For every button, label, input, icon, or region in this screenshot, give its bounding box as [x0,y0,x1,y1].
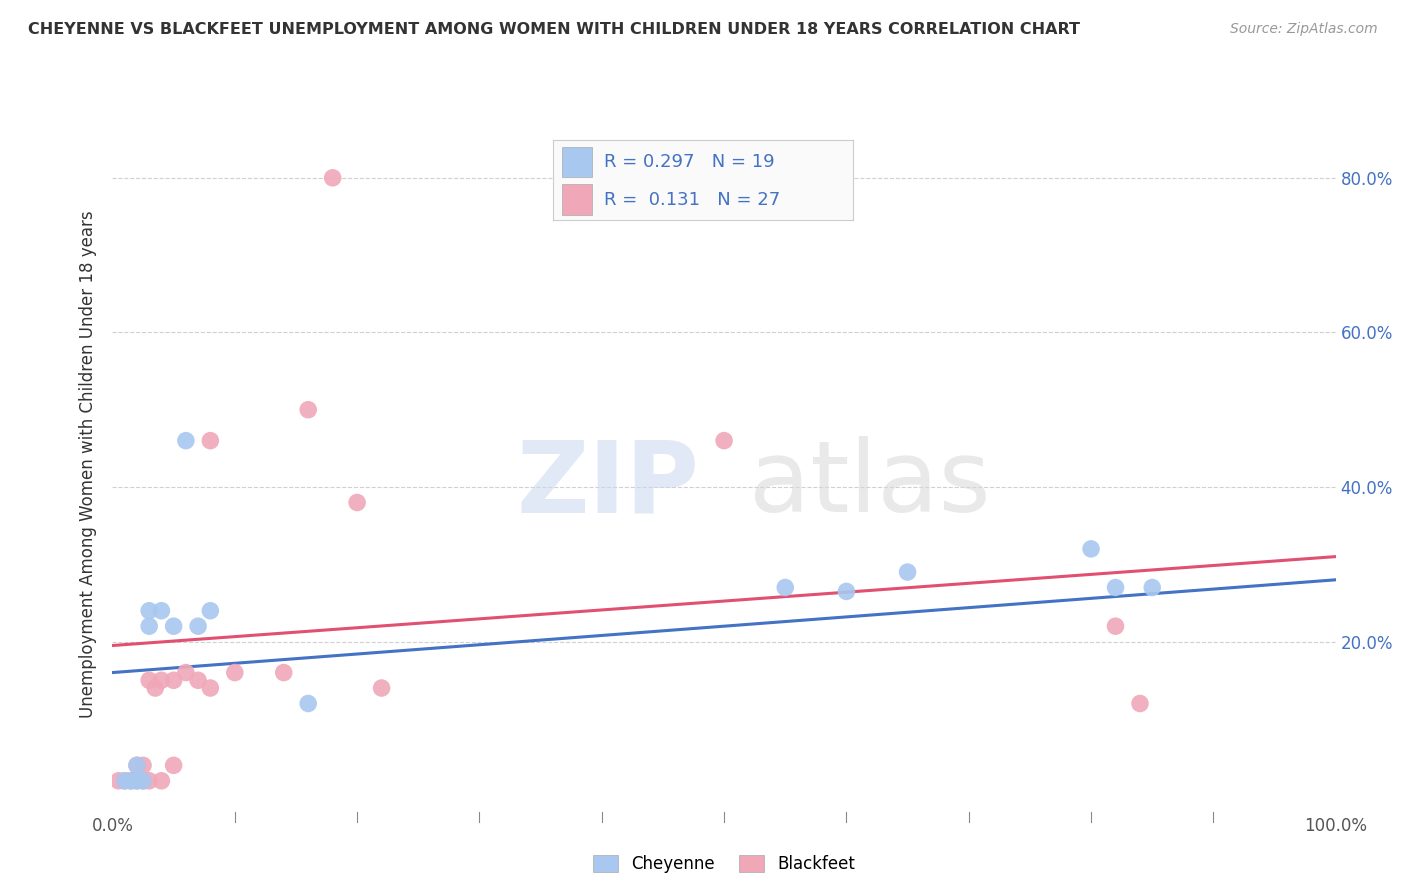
Point [370,681,392,695]
Point [150,604,173,618]
Point [1104,581,1126,595]
Point [132,773,155,788]
Point [138,619,160,633]
Point [346,495,368,509]
Point [114,773,136,788]
Point [174,665,197,680]
Point [297,402,319,417]
Point [125,758,148,772]
Point [120,773,142,788]
Text: CHEYENNE VS BLACKFEET UNEMPLOYMENT AMONG WOMEN WITH CHILDREN UNDER 18 YEARS CORR: CHEYENNE VS BLACKFEET UNEMPLOYMENT AMONG… [28,22,1080,37]
Point [1142,581,1164,595]
Point [200,681,222,695]
Point [132,758,155,772]
Text: Source: ZipAtlas.com: Source: ZipAtlas.com [1230,22,1378,37]
Point [125,773,148,788]
Point [1080,541,1102,556]
Point [163,619,186,633]
Point [273,665,295,680]
Point [775,581,797,595]
Point [138,673,160,688]
Point [322,170,344,185]
Y-axis label: Unemployment Among Women with Children Under 18 years: Unemployment Among Women with Children U… [79,210,97,718]
Text: atlas: atlas [748,436,990,533]
Point [150,673,173,688]
Point [138,604,160,618]
Legend: Cheyenne, Blackfeet: Cheyenne, Blackfeet [586,848,862,880]
Point [150,773,173,788]
Point [107,773,129,788]
Point [187,619,209,633]
Point [200,434,222,448]
Point [1129,697,1152,711]
Point [897,565,920,579]
Point [125,758,148,772]
Point [132,773,155,788]
Point [174,434,197,448]
Point [224,665,246,680]
FancyBboxPatch shape [562,185,592,215]
Point [138,773,160,788]
Point [125,773,148,788]
Text: ZIP: ZIP [517,436,700,533]
Point [120,773,142,788]
Point [713,434,735,448]
Text: R = 0.297   N = 19: R = 0.297 N = 19 [603,153,775,171]
Point [835,584,858,599]
Point [163,758,186,772]
Point [143,681,166,695]
Point [1104,619,1126,633]
Point [114,773,136,788]
Point [163,673,186,688]
Text: R =  0.131   N = 27: R = 0.131 N = 27 [603,191,780,209]
Point [297,697,319,711]
Point [200,604,222,618]
FancyBboxPatch shape [562,146,592,178]
Point [187,673,209,688]
